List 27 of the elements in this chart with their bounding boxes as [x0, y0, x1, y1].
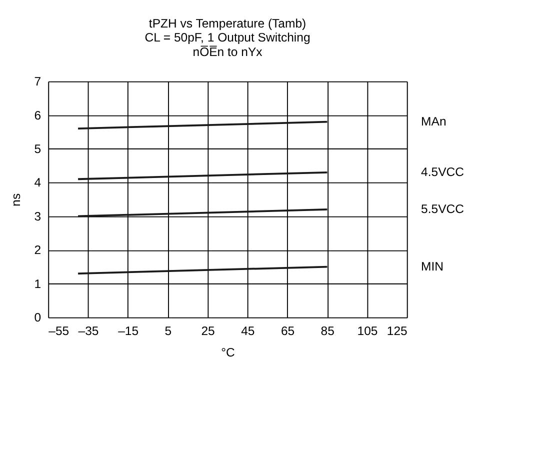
y-tick-label: 2	[34, 243, 42, 258]
y-tick-label: 1	[34, 276, 42, 291]
text: 5.5VCC	[421, 202, 464, 216]
text: MIN	[421, 260, 444, 274]
y-axis-title: ns	[9, 193, 24, 206]
x-tick-label: 105	[357, 324, 378, 338]
text: 4.5VCC	[421, 165, 464, 180]
text: CL = 50pF, 1 Output Switching	[144, 30, 310, 45]
x-tick-label: 65	[280, 324, 295, 338]
y-tick-label: 5	[34, 142, 42, 156]
y-tick-label: 6	[34, 108, 42, 122]
x-tick-label: –55	[48, 324, 70, 338]
x-tick-label: 125	[386, 324, 408, 338]
y-tick-label: 7	[34, 74, 42, 89]
x-tick-label: –35	[78, 324, 99, 338]
y-tick-label: 0	[34, 310, 42, 325]
x-tick-label: 45	[241, 324, 255, 338]
x-tick-label: 5	[164, 324, 172, 338]
y-tick-label: 3	[34, 209, 42, 224]
x-tick-label: 25	[201, 324, 216, 338]
x-axis-title: °C	[221, 346, 236, 360]
text: nO̅E̅n to nYx	[192, 44, 262, 59]
text: MAn	[421, 114, 446, 129]
y-tick-label: 4	[34, 176, 42, 190]
text: tPZH vs Temperature (Tamb)	[148, 16, 306, 31]
x-tick-label: –15	[118, 324, 139, 338]
x-tick-label: 85	[320, 324, 335, 338]
